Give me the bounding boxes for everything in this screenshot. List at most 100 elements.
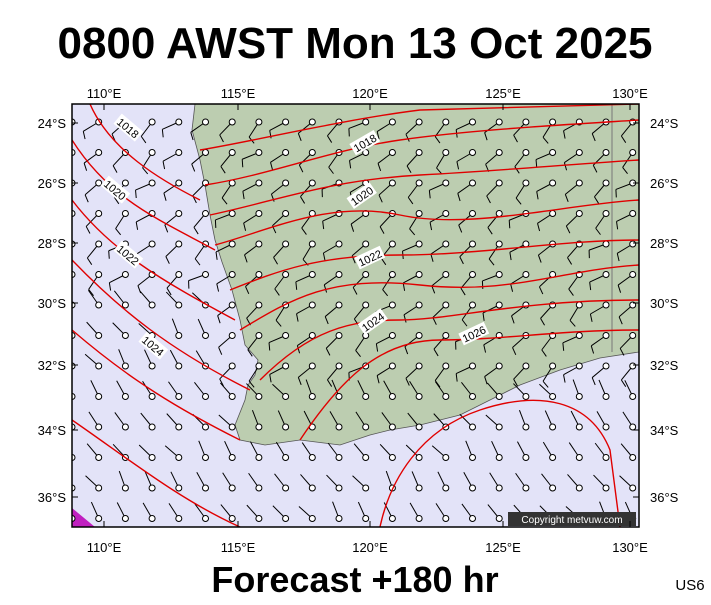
station: [176, 119, 182, 125]
station: [96, 150, 102, 156]
station: [203, 394, 209, 400]
station: [576, 180, 582, 186]
station: [256, 272, 262, 278]
station: [96, 394, 102, 400]
station: [443, 211, 449, 217]
lon-label: 120°E: [352, 540, 388, 555]
station: [149, 455, 155, 461]
station: [630, 241, 636, 247]
lon-label: 130°E: [612, 86, 648, 101]
station: [176, 363, 182, 369]
station: [336, 302, 342, 308]
station: [496, 455, 502, 461]
station: [550, 424, 556, 430]
station: [122, 424, 128, 430]
station: [550, 180, 556, 186]
station: [576, 302, 582, 308]
lon-label: 110°E: [87, 86, 122, 101]
station: [603, 180, 609, 186]
station: [283, 516, 289, 522]
station: [229, 150, 235, 156]
station: [203, 211, 209, 217]
station: [443, 333, 449, 339]
station: [336, 241, 342, 247]
station: [283, 485, 289, 491]
station: [336, 272, 342, 278]
station: [203, 119, 209, 125]
station: [443, 241, 449, 247]
station: [416, 180, 422, 186]
station: [630, 485, 636, 491]
station: [416, 363, 422, 369]
station: [336, 333, 342, 339]
station: [603, 302, 609, 308]
station: [336, 394, 342, 400]
barb-flag: [536, 160, 537, 168]
station: [229, 241, 235, 247]
station: [176, 302, 182, 308]
lat-label: 32°S: [650, 358, 679, 373]
station: [229, 485, 235, 491]
station: [309, 516, 315, 522]
station: [603, 485, 609, 491]
station: [576, 363, 582, 369]
station: [149, 424, 155, 430]
station: [603, 424, 609, 430]
station: [122, 211, 128, 217]
station: [256, 180, 262, 186]
station: [630, 394, 636, 400]
station: [203, 516, 209, 522]
station: [603, 394, 609, 400]
station: [283, 150, 289, 156]
station: [96, 180, 102, 186]
lat-label: 30°S: [650, 296, 679, 311]
barb-flag: [136, 190, 137, 198]
station: [389, 150, 395, 156]
station: [550, 485, 556, 491]
barb-staff: [57, 214, 72, 224]
lat-label: 34°S: [38, 423, 67, 438]
station: [203, 272, 209, 278]
station: [203, 150, 209, 156]
station: [283, 333, 289, 339]
station: [149, 119, 155, 125]
station: [470, 302, 476, 308]
station: [176, 424, 182, 430]
station: [416, 119, 422, 125]
station: [256, 211, 262, 217]
station: [176, 485, 182, 491]
station: [443, 363, 449, 369]
station: [630, 272, 636, 278]
station: [363, 272, 369, 278]
station: [203, 424, 209, 430]
barb-staff: [59, 275, 72, 288]
station: [416, 272, 422, 278]
station: [122, 394, 128, 400]
station: [229, 302, 235, 308]
barb-staff: [61, 322, 72, 336]
lat-label: 24°S: [38, 116, 67, 131]
station: [603, 241, 609, 247]
station: [470, 241, 476, 247]
station: [309, 394, 315, 400]
station: [203, 455, 209, 461]
station: [496, 394, 502, 400]
station: [416, 394, 422, 400]
station: [256, 302, 262, 308]
station: [523, 180, 529, 186]
station: [389, 455, 395, 461]
station: [523, 485, 529, 491]
station: [149, 150, 155, 156]
barb-flag: [59, 287, 63, 294]
station: [309, 485, 315, 491]
station: [229, 272, 235, 278]
station: [283, 455, 289, 461]
station: [630, 333, 636, 339]
station: [470, 180, 476, 186]
station: [389, 119, 395, 125]
station: [149, 302, 155, 308]
barb-flag: [269, 343, 270, 351]
station: [229, 455, 235, 461]
